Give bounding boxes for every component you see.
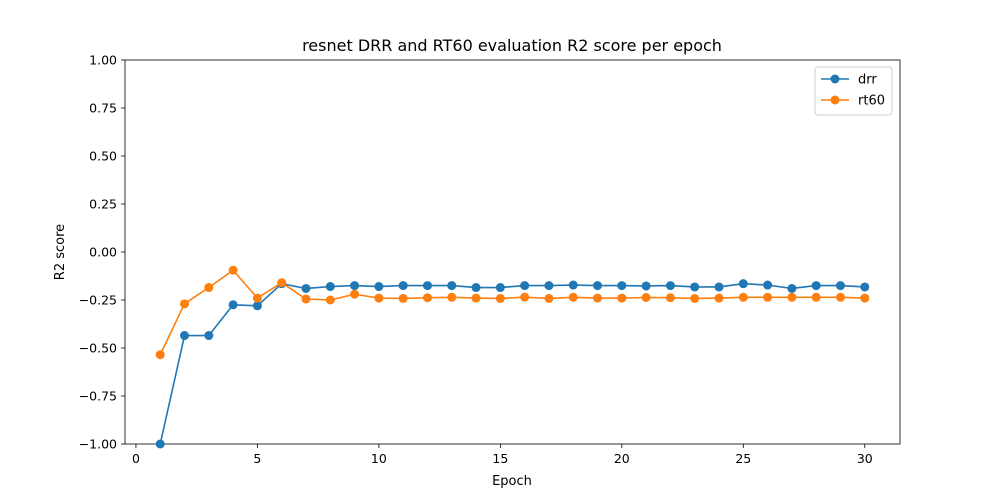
y-tick-label: 0.25 [89,197,117,212]
data-point-rt60 [544,293,554,303]
data-point-drr [593,281,603,291]
x-tick-label: 25 [735,451,751,466]
legend-label-rt60: rt60 [858,94,885,109]
data-point-drr [690,282,700,292]
data-point-rt60 [350,289,360,299]
data-point-rt60 [277,278,287,288]
y-tick-label: 0.50 [89,149,117,164]
x-tick-label: 10 [371,451,387,466]
data-point-drr [763,280,773,290]
y-axis-label: R2 score [53,224,68,280]
y-axis: −1.00 −0.75 −0.50 −0.25 0.00 0.25 0.50 0.75 1.00 [79,53,125,452]
y-tick-label: 0.00 [89,245,117,260]
data-point-rt60 [447,292,457,302]
data-point-rt60 [398,293,408,303]
data-point-rt60 [301,294,311,304]
data-point-rt60 [641,293,651,303]
x-axis: 0 5 10 15 20 25 30 [132,444,873,466]
data-point-rt60 [763,292,773,302]
data-point-rt60 [180,299,190,309]
legend-label-drr: drr [858,73,877,88]
y-tick-label: 0.75 [89,101,117,116]
data-point-drr [714,282,724,292]
data-point-drr [325,282,335,292]
data-point-rt60 [690,293,700,303]
data-point-rt60 [495,293,505,303]
data-point-drr [228,300,238,310]
data-point-drr [665,281,675,291]
series-line-rt60 [159,269,865,356]
data-point-drr [350,281,360,291]
legend-marker-drr [830,74,840,84]
legend-marker-rt60 [830,95,840,105]
data-point-rt60 [228,265,238,275]
x-axis-label: Epoch [492,474,532,489]
data-point-drr [544,281,554,291]
plot-area [124,59,901,445]
data-point-drr [180,331,190,341]
data-point-rt60 [593,293,603,303]
data-point-rt60 [252,293,262,303]
data-point-drr [617,281,627,291]
series-line-drr [159,282,865,445]
data-point-rt60 [665,293,675,303]
data-point-rt60 [714,293,724,303]
data-point-drr [860,282,870,292]
chart-title: resnet DRR and RT60 evaluation R2 score … [302,36,722,55]
data-point-drr [398,281,408,291]
y-tick-label: −1.00 [79,437,117,452]
data-point-rt60 [787,292,797,302]
series-drr [155,279,870,449]
data-point-rt60 [617,293,627,303]
data-point-drr [641,281,651,291]
data-point-rt60 [374,293,384,303]
data-point-rt60 [155,350,165,360]
x-tick-label: 30 [857,451,873,466]
legend: drr rt60 [814,66,893,116]
series-rt60 [155,265,870,360]
data-point-rt60 [738,292,748,302]
x-tick-label: 20 [614,451,630,466]
data-point-rt60 [204,283,214,293]
data-point-rt60 [811,292,821,302]
y-tick-label: −0.25 [79,293,117,308]
data-point-drr [568,280,578,290]
data-point-drr [520,281,530,291]
data-point-drr [204,331,214,341]
data-point-drr [374,282,384,292]
data-point-drr [422,281,432,291]
data-point-drr [155,439,165,449]
data-point-rt60 [835,292,845,302]
data-point-drr [471,283,481,293]
x-tick-label: 0 [132,451,140,466]
data-point-drr [495,283,505,293]
series-layer [155,265,870,449]
x-tick-label: 15 [492,451,508,466]
data-point-drr [252,301,262,311]
data-point-drr [738,279,748,289]
x-tick-label: 5 [253,451,261,466]
data-point-drr [447,281,457,291]
data-point-rt60 [520,292,530,302]
y-tick-label: −0.75 [79,389,117,404]
data-point-rt60 [860,293,870,303]
data-point-rt60 [568,292,578,302]
data-point-drr [811,281,821,291]
data-point-rt60 [325,295,335,305]
data-point-rt60 [471,293,481,303]
data-point-rt60 [422,293,432,303]
data-point-drr [787,283,797,293]
y-tick-label: 1.00 [89,53,117,68]
data-point-drr [835,281,845,291]
plot-frame [124,59,901,445]
data-point-drr [301,283,311,293]
y-tick-label: −0.50 [79,341,117,356]
